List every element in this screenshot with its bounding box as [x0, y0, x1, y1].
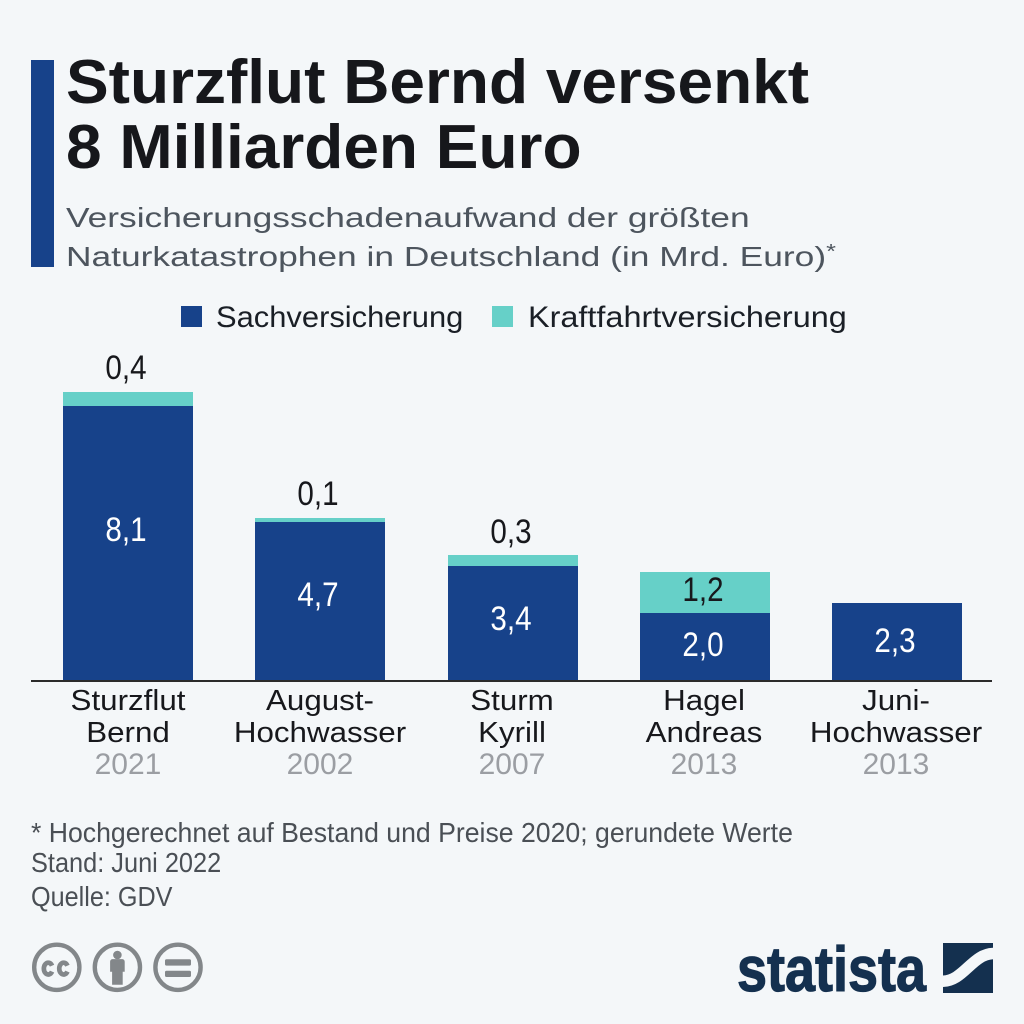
svg-text:statista: statista: [737, 938, 927, 996]
